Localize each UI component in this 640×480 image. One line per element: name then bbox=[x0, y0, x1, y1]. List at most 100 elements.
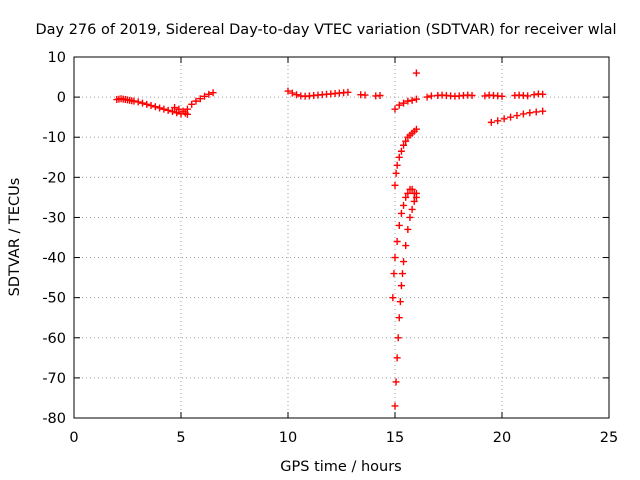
data-point bbox=[396, 298, 404, 306]
data-point bbox=[393, 161, 401, 169]
data-point bbox=[494, 117, 502, 125]
x-tick-label: 5 bbox=[176, 430, 185, 446]
data-point bbox=[408, 205, 416, 213]
data-point bbox=[481, 92, 489, 100]
data-point bbox=[344, 88, 352, 96]
data-series-7 bbox=[412, 69, 420, 77]
data-series-4 bbox=[389, 185, 420, 302]
data-point bbox=[392, 378, 400, 386]
data-point bbox=[513, 112, 521, 120]
data-point bbox=[410, 189, 418, 197]
data-point bbox=[391, 402, 399, 410]
x-axis-label: GPS time / hours bbox=[280, 459, 401, 475]
data-point bbox=[539, 107, 547, 115]
data-point bbox=[408, 185, 416, 193]
data-point bbox=[392, 169, 400, 177]
data-point bbox=[138, 99, 146, 107]
data-point bbox=[171, 104, 179, 112]
x-tick-label: 10 bbox=[279, 430, 297, 446]
data-point bbox=[160, 105, 168, 113]
data-point bbox=[412, 125, 420, 133]
data-point bbox=[400, 141, 408, 149]
data-point bbox=[539, 90, 547, 98]
data-point bbox=[134, 98, 142, 106]
data-point bbox=[402, 242, 410, 250]
data-point bbox=[532, 108, 540, 116]
data-point bbox=[201, 92, 209, 100]
data-point bbox=[183, 110, 191, 118]
data-point bbox=[151, 103, 159, 111]
y-tick-label: -50 bbox=[42, 291, 66, 307]
data-point bbox=[400, 99, 408, 107]
y-tick-label: -80 bbox=[42, 411, 66, 427]
x-tick-label: 20 bbox=[493, 430, 511, 446]
data-point bbox=[519, 110, 527, 118]
data-point bbox=[395, 221, 403, 229]
y-tick-label: -40 bbox=[42, 251, 66, 267]
data-point bbox=[209, 89, 217, 97]
data-point bbox=[398, 270, 406, 278]
data-point bbox=[410, 197, 418, 205]
data-point bbox=[361, 91, 369, 99]
data-point bbox=[192, 97, 200, 105]
data-series-9 bbox=[487, 107, 547, 126]
x-tick-label: 0 bbox=[69, 430, 78, 446]
data-point bbox=[147, 102, 155, 110]
data-point bbox=[404, 225, 412, 233]
data-series-1 bbox=[113, 89, 217, 118]
plot-frame bbox=[73, 56, 610, 419]
data-point bbox=[530, 91, 538, 99]
data-point bbox=[173, 109, 181, 117]
data-point bbox=[284, 87, 292, 95]
x-tick-label: 15 bbox=[386, 430, 404, 446]
data-point bbox=[400, 258, 408, 266]
grid-lines bbox=[74, 57, 609, 418]
data-point bbox=[196, 95, 204, 103]
data-points bbox=[113, 69, 547, 410]
data-point bbox=[397, 209, 405, 217]
data-point bbox=[524, 92, 532, 100]
data-point bbox=[395, 314, 403, 322]
data-series-5 bbox=[391, 125, 420, 189]
data-series-2 bbox=[284, 87, 384, 100]
data-point bbox=[389, 294, 397, 302]
data-point bbox=[168, 108, 176, 116]
data-point bbox=[393, 238, 401, 246]
data-point bbox=[526, 109, 534, 117]
data-series-3 bbox=[391, 189, 420, 410]
data-point bbox=[404, 97, 412, 105]
data-point bbox=[391, 254, 399, 262]
y-tick-label: -10 bbox=[42, 130, 66, 146]
data-point bbox=[397, 282, 405, 290]
y-tick-label: -60 bbox=[42, 331, 66, 347]
data-point bbox=[394, 334, 402, 342]
data-point bbox=[412, 193, 420, 201]
data-point bbox=[293, 91, 301, 99]
data-point bbox=[468, 92, 476, 100]
data-point bbox=[179, 107, 187, 115]
data-point bbox=[175, 105, 183, 113]
data-point bbox=[487, 118, 495, 126]
y-tick-label: -30 bbox=[42, 210, 66, 226]
data-point bbox=[164, 106, 172, 114]
data-point bbox=[500, 115, 508, 123]
data-point bbox=[391, 105, 399, 113]
axis-ticks: 0 5 10 15 20 25 10 0 -10 -20 -30 -40 -50 -60 -70 -80 bbox=[42, 50, 618, 446]
y-tick-label: 0 bbox=[57, 90, 66, 106]
data-point bbox=[427, 92, 435, 100]
data-point bbox=[498, 92, 506, 100]
data-series-8 bbox=[423, 90, 547, 101]
y-tick-label: -20 bbox=[42, 170, 66, 186]
data-point bbox=[400, 201, 408, 209]
data-point bbox=[395, 101, 403, 109]
data-point bbox=[188, 100, 196, 108]
y-tick-label: 10 bbox=[48, 50, 66, 66]
data-point bbox=[390, 270, 398, 278]
data-point bbox=[404, 189, 412, 197]
data-point bbox=[507, 113, 515, 121]
data-point bbox=[402, 193, 410, 201]
y-tick-label: -70 bbox=[42, 371, 66, 387]
chart-title: Day 276 of 2019, Sidereal Day-to-day VTE… bbox=[35, 22, 616, 38]
data-point bbox=[156, 104, 164, 112]
data-point bbox=[288, 89, 296, 97]
